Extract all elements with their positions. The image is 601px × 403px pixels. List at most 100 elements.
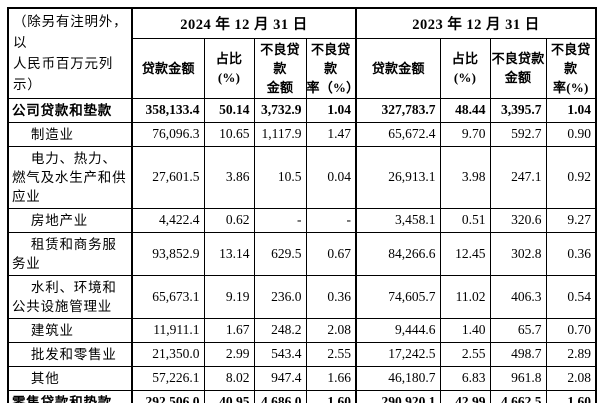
cell-value: 4,422.4	[131, 207, 205, 233]
cell-value: 10.65	[203, 121, 255, 147]
cell-value: 1.67	[203, 317, 255, 343]
table-row: 制造业 76,096.3 10.65 1,117.9 1.47 65,672.4 9.70 5…	[7, 121, 597, 147]
header-line: (%)	[217, 70, 241, 85]
cell-value: 9.19	[203, 274, 255, 319]
header-line: 占比	[451, 51, 479, 66]
cell-value: 302.8	[489, 231, 547, 276]
cell-value: 543.4	[253, 341, 307, 367]
cell-value: 74,605.7	[355, 274, 441, 319]
cell-value: 2.99	[203, 341, 255, 367]
cell-value: 3,458.1	[355, 207, 441, 233]
cell-value: 2.55	[305, 341, 357, 367]
cell-value: 1.60	[545, 389, 597, 403]
cell-value: 9,444.6	[355, 317, 441, 343]
cell-value: 11,911.1	[131, 317, 205, 343]
cell-value: 9.70	[439, 121, 491, 147]
header-line: (%)	[453, 70, 477, 85]
cell-value: 1.47	[305, 121, 357, 147]
cell-value: 0.36	[305, 274, 357, 319]
table-row: 水利、环境和公共设施管理业 65,673.1 9.19 236.0 0.36 74,605…	[7, 274, 597, 319]
header-line: 率(%)	[553, 79, 589, 95]
cell-value: 961.8	[489, 365, 547, 391]
cell-value: 1.60	[305, 389, 357, 403]
cell-value: 2.08	[545, 365, 597, 391]
header-line: 不良贷款	[260, 41, 300, 76]
cell-value: 1,117.9	[253, 121, 307, 147]
table-row: 建筑业 11,911.1 1.67 248.2 2.08 9,444.6 1.40 65.7 0…	[7, 317, 597, 343]
cell-value: 1.04	[305, 97, 357, 123]
cell-value: 247.1	[489, 145, 547, 209]
cell-value: 65,672.4	[355, 121, 441, 147]
cell-value: 3,732.9	[253, 97, 307, 123]
cell-value: 65,673.1	[131, 274, 205, 319]
row-label: 房地产业	[7, 207, 133, 233]
cell-value: 3,395.7	[489, 97, 547, 123]
cell-value: -	[253, 207, 307, 233]
header-period-2023: 2023 年 12 月 31 日	[355, 7, 597, 39]
header-col-proportion-2024: 占比 (%)	[203, 37, 255, 99]
cell-value: 65.7	[489, 317, 547, 343]
cell-value: 0.92	[545, 145, 597, 209]
row-label: 租赁和商务服务业	[7, 231, 133, 276]
header-line: 不良贷款	[550, 41, 591, 76]
header-col-npl-ratio-2024: 不良贷款 率（%）	[305, 37, 357, 99]
cell-value: 17,242.5	[355, 341, 441, 367]
header-line: 占比	[215, 51, 243, 66]
row-label: 公司贷款和垫款	[7, 97, 133, 123]
cell-value: 76,096.3	[131, 121, 205, 147]
cell-value: 4,662.5	[489, 389, 547, 403]
cell-value: 592.7	[489, 121, 547, 147]
cell-value: 358,133.4	[131, 97, 205, 123]
header-line: 率（%）	[306, 79, 356, 95]
row-label: 制造业	[7, 121, 133, 147]
header-period-2024: 2024 年 12 月 31 日	[131, 7, 357, 39]
cell-value: 290,920.1	[355, 389, 441, 403]
header-line: 贷款金额	[141, 60, 195, 76]
table-row: 批发和零售业 21,350.0 2.99 543.4 2.55 17,242.5 2.55 4…	[7, 341, 597, 367]
table-row: 电力、热力、燃气及水生产和供应业 27,601.5 3.86 10.5 0.04 26,9…	[7, 145, 597, 209]
cell-value: 48.44	[439, 97, 491, 123]
cell-value: 3.98	[439, 145, 491, 209]
cell-value: 6.83	[439, 365, 491, 391]
corner-note-line1: （除另有注明外，以	[13, 14, 128, 51]
cell-value: 26,913.1	[355, 145, 441, 209]
cell-value: 8.02	[203, 365, 255, 391]
cell-value: 0.36	[545, 231, 597, 276]
row-label: 批发和零售业	[7, 341, 133, 367]
table-row: 租赁和商务服务业 93,852.9 13.14 629.5 0.67 84,266.6 12…	[7, 231, 597, 276]
table-row: 零售贷款和垫款 292,506.0 40.95 4,686.0 1.60 290,920.…	[7, 389, 597, 403]
cell-value: 2.55	[439, 341, 491, 367]
cell-value: 10.5	[253, 145, 307, 209]
header-col-loan-amount-2024: 贷款金额	[131, 37, 205, 99]
row-label: 其他	[7, 365, 133, 391]
cell-value: 0.54	[545, 274, 597, 319]
row-label: 零售贷款和垫款	[7, 389, 133, 403]
cell-value: 84,266.6	[355, 231, 441, 276]
cell-value: 11.02	[439, 274, 491, 319]
table-body: 公司贷款和垫款 358,133.4 50.14 3,732.9 1.04 327,783.…	[7, 97, 597, 403]
cell-value: 50.14	[203, 97, 255, 123]
cell-value: 248.2	[253, 317, 307, 343]
table-row: 房地产业 4,422.4 0.62- -3,458.1 0.51 320.6 9.27	[7, 207, 597, 233]
cell-value: 629.5	[253, 231, 307, 276]
header-col-npl-ratio-2023: 不良贷款率(%)	[545, 37, 597, 99]
header-line: 贷款金额	[371, 60, 425, 76]
header-row-columns: 贷款金额 占比 (%) 不良贷款 金额 不良贷款 率（%） 贷款金额 占比 (%)	[8, 37, 597, 99]
cell-value: 0.90	[545, 121, 597, 147]
cell-value: 1.66	[305, 365, 357, 391]
cell-value: 42.99	[439, 389, 491, 403]
table-header: （除另有注明外，以 人民币百万元列示） 2024 年 12 月 31 日 202…	[7, 7, 597, 99]
cell-value: 0.51	[439, 207, 491, 233]
cell-value: -	[305, 207, 357, 233]
cell-value: 0.67	[305, 231, 357, 276]
cell-value: 327,783.7	[355, 97, 441, 123]
row-label: 水利、环境和公共设施管理业	[7, 274, 133, 319]
cell-value: 3.86	[203, 145, 255, 209]
table-row: 其他 57,226.1 8.02 947.4 1.66 46,180.7 6.83 961.8…	[7, 365, 597, 391]
cell-value: 1.40	[439, 317, 491, 343]
cell-value: 2.89	[545, 341, 597, 367]
cell-value: 57,226.1	[131, 365, 205, 391]
cell-value: 4,686.0	[253, 389, 307, 403]
cell-value: 236.0	[253, 274, 307, 319]
